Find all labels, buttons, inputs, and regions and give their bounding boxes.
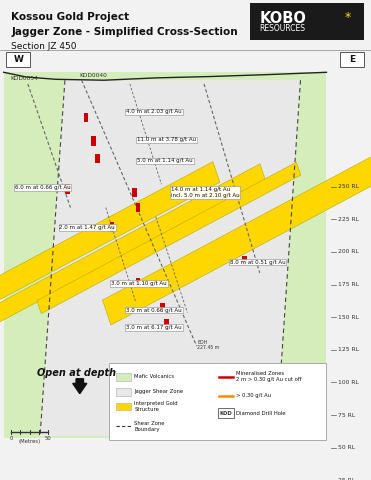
Bar — [116, 403, 131, 410]
Text: > 0.30 g/t Au: > 0.30 g/t Au — [236, 393, 271, 398]
Text: KDD0040: KDD0040 — [80, 73, 108, 78]
Text: 11.0 m at 3.78 g/t Au: 11.0 m at 3.78 g/t Au — [137, 137, 196, 143]
Text: 3.0 m at 0.66 g/t Au: 3.0 m at 0.66 g/t Au — [126, 308, 182, 312]
Text: E: E — [349, 55, 355, 64]
Text: EOH
305.45 m: EOH 305.45 m — [197, 369, 219, 379]
Text: 2.0 m at 1.47 g/t Au: 2.0 m at 1.47 g/t Au — [59, 225, 115, 230]
Text: RESOURCES: RESOURCES — [260, 24, 306, 33]
Text: Kossou Gold Project: Kossou Gold Project — [11, 12, 129, 22]
Text: 100 RL: 100 RL — [338, 380, 358, 385]
Text: Shear Zone
Boundary: Shear Zone Boundary — [134, 420, 165, 432]
Text: 4.0 m at 2.03 g/t Au: 4.0 m at 2.03 g/t Au — [126, 109, 182, 114]
Text: 6.0 m at 0.66 g/t Au: 6.0 m at 0.66 g/t Au — [15, 185, 70, 190]
Text: 50 RL: 50 RL — [338, 445, 355, 450]
Text: KDD: KDD — [220, 411, 232, 416]
Text: 225 RL: 225 RL — [338, 216, 359, 222]
Text: 50: 50 — [45, 436, 52, 441]
Text: (Metres): (Metres) — [19, 439, 41, 444]
Text: 0: 0 — [9, 436, 13, 441]
Polygon shape — [102, 151, 371, 325]
Text: Open at depth: Open at depth — [37, 368, 116, 378]
Polygon shape — [40, 80, 301, 436]
Bar — [160, 303, 165, 312]
Text: Jagger Shear Zone: Jagger Shear Zone — [134, 389, 183, 394]
Text: 175 RL: 175 RL — [338, 282, 359, 287]
FancyBboxPatch shape — [218, 408, 234, 419]
FancyBboxPatch shape — [6, 52, 30, 67]
Text: Interpreted Gold
Structure: Interpreted Gold Structure — [134, 401, 178, 412]
Text: 14.0 m at 1.14 g/t Au
incl. 5.0 m at 2.10 g/t Au: 14.0 m at 1.14 g/t Au incl. 5.0 m at 2.1… — [171, 187, 239, 198]
Text: 125 RL: 125 RL — [338, 348, 359, 352]
Text: 250 RL: 250 RL — [338, 184, 359, 189]
Text: *: * — [345, 11, 351, 24]
Text: Section JZ 450: Section JZ 450 — [11, 42, 77, 51]
Bar — [95, 154, 99, 163]
Bar — [110, 222, 114, 232]
Text: EOH
227.45 m: EOH 227.45 m — [197, 339, 220, 350]
FancyBboxPatch shape — [340, 52, 364, 67]
FancyArrow shape — [73, 379, 87, 394]
Text: W: W — [13, 55, 23, 64]
FancyBboxPatch shape — [109, 363, 326, 440]
Bar — [243, 255, 247, 265]
Polygon shape — [37, 162, 301, 313]
Text: Mineralised Zones
2 m > 0.30 g/t Au cut off: Mineralised Zones 2 m > 0.30 g/t Au cut … — [236, 371, 302, 383]
FancyBboxPatch shape — [250, 3, 364, 40]
Bar — [136, 277, 140, 287]
FancyBboxPatch shape — [4, 72, 326, 438]
Text: 200 RL: 200 RL — [338, 250, 358, 254]
Text: Diamond Drill Hole: Diamond Drill Hole — [236, 411, 286, 416]
Text: 25 RL: 25 RL — [338, 478, 355, 480]
Text: 150 RL: 150 RL — [338, 315, 359, 320]
Bar — [164, 320, 168, 329]
Text: 5.0 m at 1.14 g/t Au: 5.0 m at 1.14 g/t Au — [137, 158, 193, 163]
Bar — [136, 203, 140, 212]
Text: Mafic Volcanics: Mafic Volcanics — [134, 374, 174, 379]
Text: 3.0 m at 1.10 g/t Au: 3.0 m at 1.10 g/t Au — [111, 281, 167, 286]
Text: 75 RL: 75 RL — [338, 413, 355, 418]
Bar — [116, 388, 131, 396]
Bar — [65, 184, 70, 193]
Text: 3.0 m at 6.17 g/t Au: 3.0 m at 6.17 g/t Au — [126, 325, 182, 330]
Polygon shape — [0, 164, 266, 326]
Bar — [116, 373, 131, 381]
Bar — [83, 113, 88, 122]
Polygon shape — [0, 162, 220, 328]
Bar — [91, 136, 96, 145]
Bar — [132, 188, 137, 197]
Text: KDD0054: KDD0054 — [10, 76, 38, 81]
Text: KOBO: KOBO — [260, 11, 306, 26]
Text: Jagger Zone - Simplified Cross-Section: Jagger Zone - Simplified Cross-Section — [11, 27, 238, 37]
Text: 8.0 m at 0.51 g/t Au: 8.0 m at 0.51 g/t Au — [230, 260, 286, 264]
